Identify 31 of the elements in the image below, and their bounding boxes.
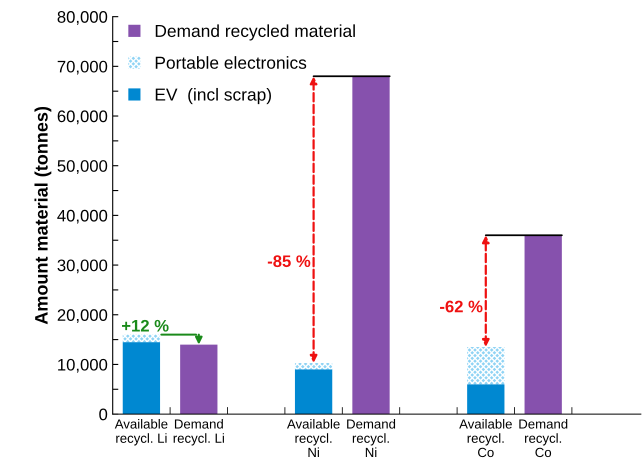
x-tick-label: Available recycl. Ni	[286, 418, 340, 457]
x-tick-label: Demand recycl. Ni	[347, 418, 396, 457]
y-tick-label: 50,000	[58, 160, 108, 174]
bar	[122, 334, 160, 342]
bar	[294, 362, 332, 370]
annotation: -85 %	[268, 255, 310, 268]
bar	[467, 384, 504, 414]
y-tick-label: 20,000	[58, 309, 108, 323]
bar	[180, 344, 218, 414]
y-tick-label: 40,000	[57, 210, 108, 224]
x-tick-label: Demand recycl. Co	[519, 418, 568, 458]
y-tick-label: 30,000	[58, 259, 108, 274]
annotation: -62 %	[440, 300, 482, 312]
bar	[524, 235, 562, 414]
y-tick-label: 0	[99, 408, 108, 420]
legend-label: EV (incl scrap)	[156, 88, 271, 104]
y-tick-label: 60,000	[58, 110, 108, 124]
bar	[352, 76, 390, 414]
bar	[467, 347, 504, 384]
legend-label: Demand recycled material	[156, 24, 355, 41]
y-axis-title: Amount material (tonnes)	[34, 106, 52, 324]
y-tick-label: 70,000	[58, 60, 108, 75]
bar	[294, 369, 332, 414]
x-tick-label: Available recycl. Co	[459, 418, 512, 458]
x-tick-label: Demand recycl. Li	[174, 418, 224, 446]
legend-label: Portable electronics	[156, 56, 306, 69]
x-tick-label: Available recycl. Li	[114, 418, 168, 446]
bar	[122, 342, 160, 414]
annotation: +12 %	[122, 320, 169, 332]
y-tick-label: 80,000	[58, 11, 108, 25]
y-tick-label: 10,000	[58, 358, 108, 373]
